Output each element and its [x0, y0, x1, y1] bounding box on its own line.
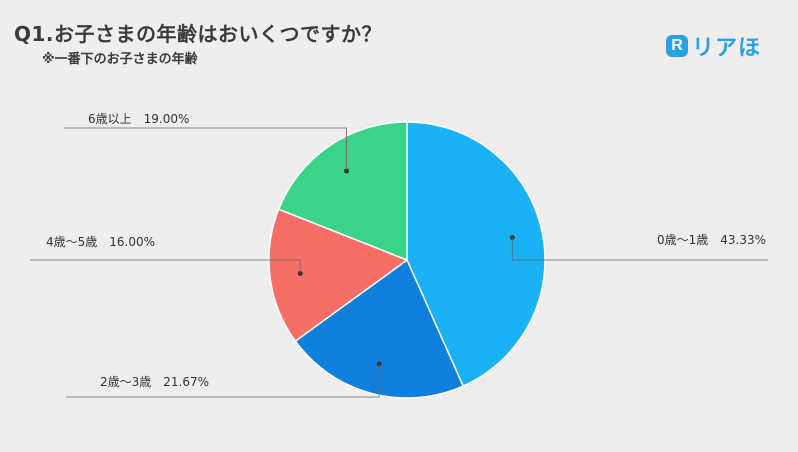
slice-label: 2歳～3歳 21.67%	[100, 375, 209, 389]
slice-label: 4歳～5歳 16.00%	[46, 235, 155, 249]
leader-line	[30, 260, 300, 273]
slice-label: 6歳以上 19.00%	[88, 112, 189, 126]
leader-line	[64, 128, 346, 171]
slice-label: 0歳～1歳 43.33%	[657, 233, 766, 247]
